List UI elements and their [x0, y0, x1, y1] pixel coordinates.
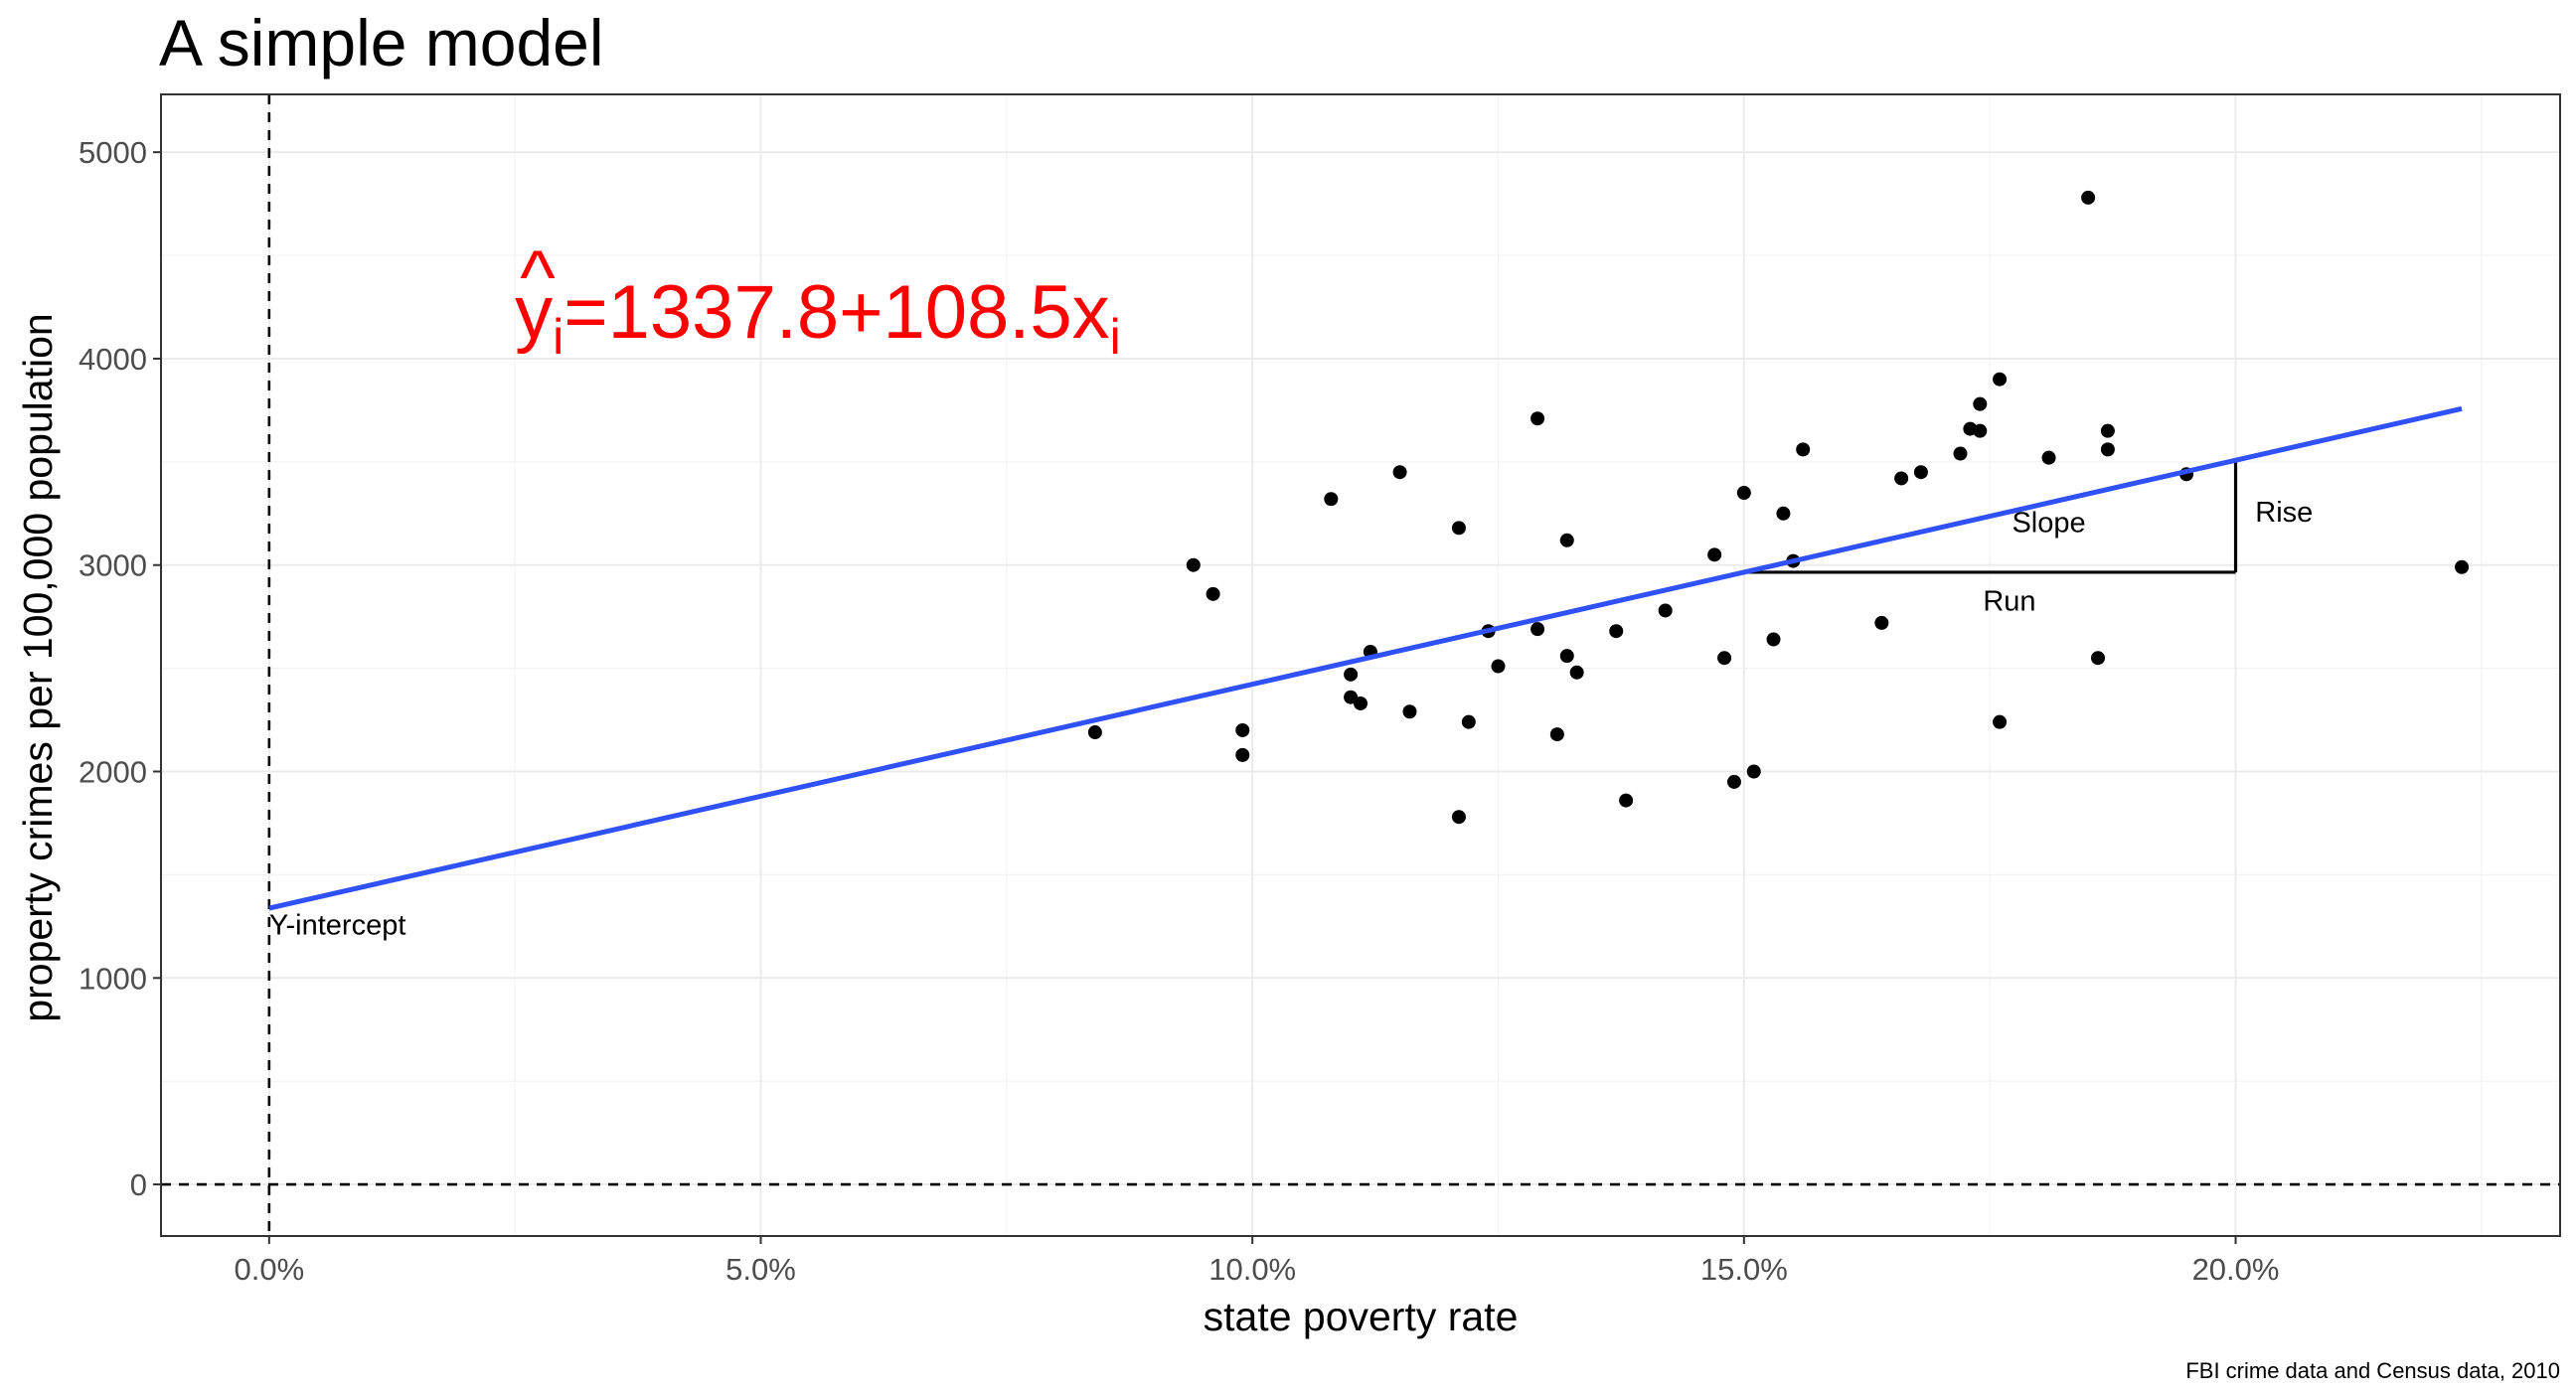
data-point — [1559, 533, 1574, 547]
equation-rhs: =1337.8+108.5x — [564, 270, 1109, 355]
y-tick-label: 5000 — [79, 135, 147, 170]
minor-gridlines — [161, 94, 2560, 1236]
data-point — [2455, 559, 2470, 574]
annotation-label: Y-intercept — [269, 910, 406, 942]
major-gridlines — [161, 94, 2560, 1236]
x-tick-label: 10.0% — [1208, 1252, 1296, 1287]
annotation-label: Rise — [2255, 497, 2313, 529]
data-point — [1746, 764, 1761, 779]
y-tick-label: 4000 — [79, 342, 147, 377]
x-tick-label: 20.0% — [2192, 1252, 2280, 1287]
annotations: Y-intercept Slope Rise Run — [269, 497, 2313, 942]
data-point — [2100, 423, 2115, 438]
data-point — [1530, 411, 1545, 426]
x-tick-label: 5.0% — [725, 1252, 796, 1287]
y-axis-ticks: 0 1000 2000 3000 4000 5000 — [79, 135, 161, 1202]
data-point — [1461, 714, 1476, 729]
data-points — [1087, 190, 2470, 825]
data-point — [1913, 465, 1928, 480]
data-point — [1717, 651, 1732, 666]
panel-border — [160, 93, 2561, 1237]
data-point — [1766, 632, 1781, 647]
data-point — [1186, 557, 1201, 572]
equation-y-hat: y — [515, 270, 553, 355]
regression-line — [268, 405, 2463, 911]
data-point — [1993, 372, 2008, 387]
y-tick-label: 0 — [130, 1167, 147, 1202]
x-axis-ticks: 0.0% 5.0% 10.0% 15.0% 20.0% — [234, 1236, 2279, 1287]
data-point — [1206, 586, 1220, 601]
data-point — [1451, 521, 1466, 536]
data-point — [1953, 446, 1968, 461]
data-point — [1973, 396, 1988, 411]
data-point — [1776, 506, 1791, 521]
data-point — [1993, 714, 2008, 729]
data-point — [1235, 722, 1250, 737]
regression-line-path — [268, 405, 2463, 911]
reference-lines — [161, 94, 2560, 1236]
data-point — [1894, 471, 1909, 486]
data-point — [1569, 665, 1584, 680]
data-point — [2100, 442, 2115, 457]
data-point — [1874, 615, 1889, 630]
data-point — [1707, 547, 1722, 562]
x-axis-title: state poverty rate — [1204, 1294, 1519, 1339]
data-point — [2041, 450, 2056, 465]
y-axis-title: property crimes per 100,000 population — [15, 313, 61, 1021]
y-tick-label: 1000 — [79, 961, 147, 996]
regression-equation: yi=1337.8+108.5xi — [515, 270, 1121, 365]
data-point — [1530, 622, 1545, 637]
data-point — [1392, 465, 1407, 480]
equation-hat: ^ — [520, 235, 556, 320]
data-point — [1726, 774, 1741, 789]
data-point — [1658, 603, 1673, 618]
x-tick-label: 0.0% — [234, 1252, 304, 1287]
annotation-label: Run — [1983, 585, 2035, 617]
data-point — [1973, 423, 1988, 438]
y-tick-label: 3000 — [79, 548, 147, 583]
equation-subscript: i — [1110, 309, 1121, 365]
data-point — [1087, 725, 1102, 740]
data-point — [1491, 659, 1506, 674]
x-tick-label: 15.0% — [1700, 1252, 1788, 1287]
chart-title: A simple model — [159, 6, 604, 79]
data-point — [1402, 704, 1417, 719]
chart-caption: FBI crime data and Census data, 2010 — [2185, 1358, 2560, 1383]
data-point — [2081, 190, 2096, 205]
data-point — [1549, 727, 1564, 742]
data-point — [1324, 492, 1339, 507]
data-point — [1609, 624, 1624, 639]
data-point — [1736, 486, 1751, 501]
slope-triangle — [1743, 460, 2238, 574]
y-tick-label: 2000 — [79, 755, 147, 790]
data-point — [2091, 651, 2106, 666]
data-point — [1235, 747, 1250, 762]
data-point — [1796, 442, 1811, 457]
data-point — [1451, 810, 1466, 825]
data-point — [1354, 696, 1368, 710]
annotation-label: Slope — [2012, 507, 2085, 539]
data-point — [1344, 667, 1359, 682]
data-point — [1619, 793, 1634, 808]
equation-subscript: i — [553, 309, 564, 365]
data-point — [1559, 649, 1574, 664]
